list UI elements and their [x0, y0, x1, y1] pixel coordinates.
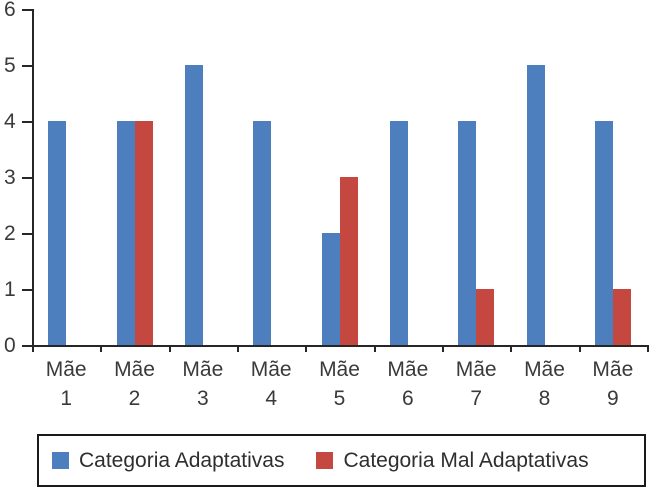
y-tick-1: [22, 289, 32, 291]
bar-categoria-adaptativas-mãe-1: [48, 121, 67, 345]
x-tick-5: [373, 345, 376, 352]
x-axis-category-label: Mãe 7: [455, 358, 497, 410]
y-tick-3: [22, 177, 32, 179]
x-axis-category-label: Mãe 1: [45, 358, 87, 410]
y-tick-0: [22, 345, 32, 347]
x-axis-category-label: Mãe 5: [319, 358, 360, 410]
legend-swatch-blue: [52, 452, 69, 469]
bar-categoria-adaptativas-mãe-2: [116, 121, 135, 345]
legend-swatch-red: [316, 452, 334, 469]
y-axis-tick-label: 6: [4, 0, 16, 21]
x-tick-2: [168, 345, 171, 352]
legend-item-mal-adaptativas: Categoria Mal Adaptativas: [316, 448, 589, 473]
x-tick-4: [305, 345, 308, 352]
bar-categoria-mal-adaptativas-mãe-9: [612, 289, 631, 345]
bar-categoria-adaptativas-mãe-8: [526, 65, 545, 345]
y-tick-4: [22, 121, 32, 123]
x-tick-8: [578, 345, 581, 352]
x-axis-line: [32, 345, 647, 347]
y-tick-5: [22, 65, 32, 67]
x-tick-7: [510, 345, 513, 352]
y-axis-tick-label: 4: [4, 110, 16, 133]
x-tick-1: [100, 345, 103, 352]
legend-label-mal-adaptativas: Categoria Mal Adaptativas: [343, 448, 589, 472]
x-tick-9: [647, 345, 649, 352]
y-axis-tick-label: 1: [4, 278, 16, 301]
bar-categoria-adaptativas-mãe-9: [594, 121, 613, 345]
y-axis-tick-label: 5: [4, 54, 16, 77]
x-axis-category-label: Mãe 6: [387, 358, 429, 410]
x-axis-category-label: Mãe 9: [592, 358, 634, 410]
x-tick-0: [32, 345, 34, 352]
bar-categoria-adaptativas-mãe-7: [458, 121, 477, 345]
y-tick-2: [22, 233, 32, 235]
y-axis-tick-label: 2: [4, 222, 16, 245]
bar-categoria-adaptativas-mãe-6: [389, 121, 408, 345]
y-tick-6: [22, 9, 32, 11]
y-axis-tick-label: 3: [4, 166, 16, 189]
x-axis-category-label: Mãe 2: [114, 358, 155, 410]
x-axis-category-label: Mãe 4: [250, 358, 292, 410]
x-axis-category-label: Mãe 8: [524, 358, 565, 410]
y-axis-line: [32, 9, 34, 352]
x-tick-3: [237, 345, 239, 352]
y-axis-tick-label: 0: [4, 334, 16, 357]
bar-categoria-mal-adaptativas-mãe-5: [339, 177, 358, 345]
bar-categoria-mal-adaptativas-mãe-2: [134, 121, 153, 345]
x-tick-6: [442, 345, 444, 352]
legend-item-adaptativas: Categoria Adaptativas: [52, 449, 284, 473]
bar-categoria-mal-adaptativas-mãe-7: [476, 289, 495, 345]
legend-box: Categoria Adaptativas Categoria Mal Adap…: [37, 434, 646, 487]
bar-categoria-adaptativas-mãe-5: [321, 233, 340, 345]
bar-categoria-adaptativas-mãe-3: [184, 65, 203, 345]
bar-categoria-adaptativas-mãe-4: [253, 121, 272, 345]
x-axis-category-label: Mãe 3: [182, 358, 224, 410]
legend-label-adaptativas: Categoria Adaptativas: [79, 448, 285, 472]
